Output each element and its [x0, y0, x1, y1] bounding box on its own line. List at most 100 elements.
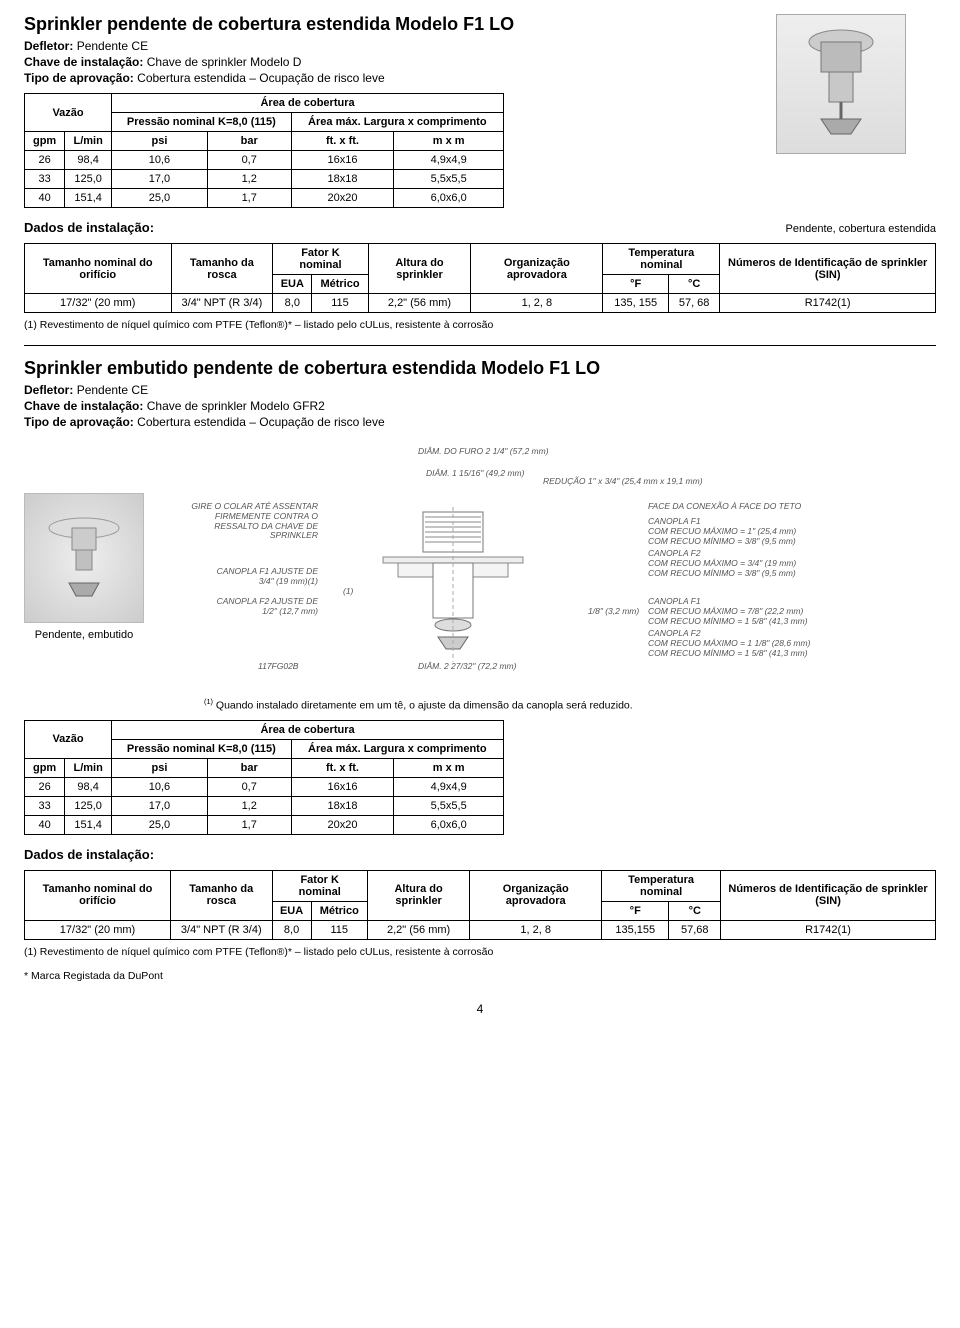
flow-table-2: Vazão Área de cobertura Pressão nominal … [24, 720, 504, 835]
cell-gpm: 33 [25, 170, 65, 189]
ih-eua: EUA [273, 275, 312, 294]
hdr2-ft: ft. x ft. [291, 758, 394, 777]
ann-f1c: COM RECUO MÍNIMO = 3/8" (9,5 mm) [648, 537, 796, 547]
ih-sin: Números de Identificação de sprinkler (S… [720, 244, 936, 294]
ann-left3: CANOPLA F2 AJUSTE DE 1/2" (12,7 mm) [208, 597, 318, 617]
table-row: 2698,410,60,716x164,9x4,9 [25, 151, 504, 170]
trademark-note: * Marca Registada da DuPont [24, 970, 936, 982]
hdr-pressao: Pressão nominal K=8,0 (115) [112, 113, 292, 132]
install-row-2: 17/32" (20 mm) 3/4" NPT (R 3/4) 8,0 115 … [25, 920, 936, 939]
install-label-1: Dados de instalação: [24, 220, 154, 235]
recessed-sprinkler-icon [44, 508, 124, 608]
cell-psi: 10,6 [112, 777, 208, 796]
approval-label-2: Tipo de aprovação: [24, 415, 134, 429]
section-1-header: Sprinkler pendente de cobertura estendid… [24, 14, 936, 85]
hdr2-lmin: L/min [65, 758, 112, 777]
cell-lmin: 125,0 [65, 170, 112, 189]
diagram-row: Pendente, embutido DIÂM. DO FURO 2 1/4" … [24, 447, 936, 687]
section-divider [24, 345, 936, 346]
ih-height: Altura do sprinkler [368, 244, 471, 294]
ann-left1: GIRE O COLAR ATÉ ASSENTAR FIRMEMENTE CON… [188, 502, 318, 541]
hdr-gpm: gpm [25, 132, 65, 151]
cell2-org: 1, 2, 8 [470, 920, 602, 939]
install-header-2: Dados de instalação: [24, 847, 936, 862]
footnote-1: (1) Revestimento de níquel químico com P… [24, 319, 936, 331]
hdr-bar: bar [207, 132, 291, 151]
cell-ft: 18x18 [291, 796, 394, 815]
wrench-value: Chave de sprinkler Modelo D [147, 55, 302, 69]
table-row: 40151,425,01,720x206,0x6,0 [25, 815, 504, 834]
ann-callout1: (1) [343, 587, 353, 597]
cell-psi: 10,6 [112, 151, 208, 170]
approval-label: Tipo de aprovação: [24, 71, 134, 85]
cell-c: 57, 68 [668, 294, 719, 313]
table-row: 40151,425,01,720x206,0x6,0 [25, 189, 504, 208]
cell-psi: 25,0 [112, 815, 208, 834]
cell-ft: 18x18 [291, 170, 394, 189]
cell-m: 6,0x6,0 [394, 815, 504, 834]
ih-temp: Temperatura nominal [603, 244, 720, 275]
cell-height: 2,2" (56 mm) [368, 294, 471, 313]
hdr2-gpm: gpm [25, 758, 65, 777]
deflector-label: Defletor: [24, 39, 73, 53]
ih2-k: Fator K nominal [272, 870, 367, 901]
ann-top2: DIÂM. 1 15/16" (49,2 mm) [426, 469, 524, 479]
ann-dim18: 1/8" (3,2 mm) [588, 607, 639, 617]
tech-note: (1) Quando instalado diretamente em um t… [204, 697, 936, 712]
deflector-value: Pendente CE [77, 39, 148, 53]
ann-left2: CANOPLA F1 AJUSTE DE 3/4" (19 mm)(1) [208, 567, 318, 587]
hdr2-pressao: Pressão nominal K=8,0 (115) [112, 739, 292, 758]
cell-gpm: 40 [25, 815, 65, 834]
cell-lmin: 98,4 [65, 777, 112, 796]
cell-thread: 3/4" NPT (R 3/4) [171, 294, 273, 313]
hdr2-area: Área de cobertura [112, 720, 504, 739]
hdr2-m: m x m [394, 758, 504, 777]
cell-m: 4,9x4,9 [394, 151, 504, 170]
wrench-label: Chave de instalação: [24, 55, 143, 69]
cell2-keua: 8,0 [272, 920, 311, 939]
cell-lmin: 151,4 [65, 815, 112, 834]
ih-orif: Tamanho nominal do orifício [25, 244, 172, 294]
ih2-f: °F [602, 901, 669, 920]
install-row-1: 17/32" (20 mm) 3/4" NPT (R 3/4) 8,0 115 … [25, 294, 936, 313]
cell-m: 4,9x4,9 [394, 777, 504, 796]
approval-line-2: Tipo de aprovação: Cobertura estendida –… [24, 415, 936, 429]
wrench-line-2: Chave de instalação: Chave de sprinkler … [24, 399, 936, 413]
cell-m: 5,5x5,5 [394, 796, 504, 815]
cell-bar: 0,7 [207, 151, 291, 170]
hdr-lmin: L/min [65, 132, 112, 151]
cell2-kmet: 115 [311, 920, 367, 939]
cell-f: 135, 155 [603, 294, 669, 313]
ih2-sin: Números de Identificação de sprinkler (S… [721, 870, 936, 920]
ih-thread: Tamanho da rosca [171, 244, 273, 294]
hdr-m: m x m [394, 132, 504, 151]
ih2-height: Altura do sprinkler [367, 870, 469, 920]
sprinkler-photo-2 [24, 493, 144, 623]
cell2-thread: 3/4" NPT (R 3/4) [171, 920, 273, 939]
footnote-2: (1) Revestimento de níquel químico com P… [24, 946, 936, 958]
cell-psi: 25,0 [112, 189, 208, 208]
ann-bottom: DIÂM. 2 27/32" (72,2 mm) [418, 662, 516, 672]
deflector-line-2: Defletor: Pendente CE [24, 383, 936, 397]
cell-ft: 20x20 [291, 189, 394, 208]
approval-value: Cobertura estendida – Ocupação de risco … [137, 71, 384, 85]
tech-note-text: Quando instalado diretamente em um tê, o… [216, 700, 633, 712]
cell-lmin: 98,4 [65, 151, 112, 170]
flow-table-1: Vazão Área de cobertura Pressão nominal … [24, 93, 504, 208]
cell2-orif: 17/32" (20 mm) [25, 920, 171, 939]
cell-m: 6,0x6,0 [394, 189, 504, 208]
cell-bar: 0,7 [207, 777, 291, 796]
table-row: 2698,410,60,716x164,9x4,9 [25, 777, 504, 796]
ann-partno: 117FG02B [258, 662, 298, 672]
cell-bar: 1,7 [207, 815, 291, 834]
ann-face: FACE DA CONEXÃO À FACE DO TETO [648, 502, 801, 512]
ih2-eua: EUA [272, 901, 311, 920]
cell2-f: 135,155 [602, 920, 669, 939]
hdr-area: Área de cobertura [112, 94, 504, 113]
deflector-value-2: Pendente CE [77, 383, 148, 397]
hdr2-bar: bar [207, 758, 291, 777]
cell2-c: 57,68 [669, 920, 721, 939]
cell-org: 1, 2, 8 [471, 294, 603, 313]
hdr-psi: psi [112, 132, 208, 151]
ih-k: Fator K nominal [273, 244, 368, 275]
